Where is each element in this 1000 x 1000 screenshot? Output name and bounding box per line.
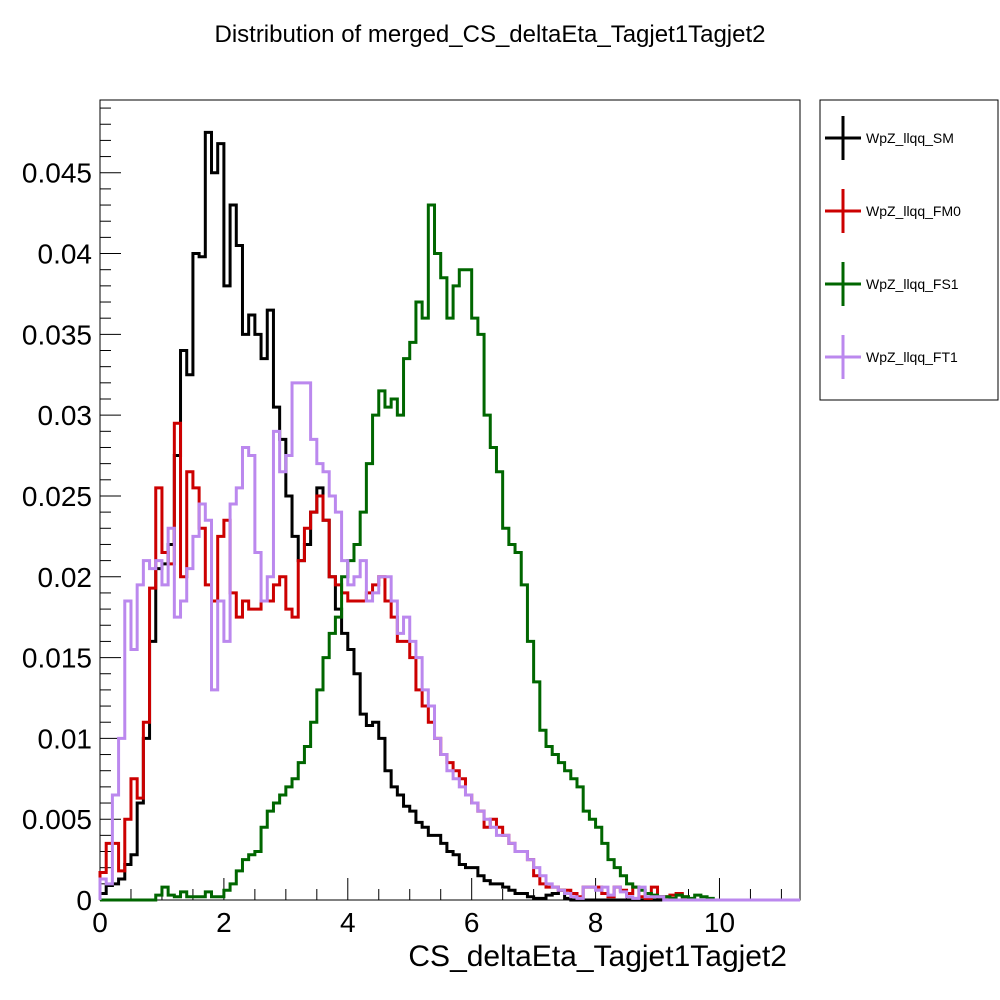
series-layer: [98, 130, 800, 902]
x-tick-label: 8: [588, 907, 604, 938]
y-tick-label: 0.025: [22, 481, 92, 512]
y-tick-label: 0.005: [22, 804, 92, 835]
y-tick-label: 0.02: [38, 562, 93, 593]
series-line-wpz-llqq-sm: [98, 130, 800, 902]
x-tick-label: 6: [464, 907, 480, 938]
legend-entry: WpZ_llqq_FT1: [825, 335, 958, 379]
y-tick-label: 0.015: [22, 643, 92, 674]
plot-frame: [99, 99, 801, 901]
legend-label: WpZ_llqq_FT1: [866, 349, 958, 365]
y-tick-label: 0.035: [22, 319, 92, 350]
y-tick-label: 0.045: [22, 158, 92, 189]
series-line-wpz-llqq-fs1: [100, 203, 800, 902]
x-tick-label: 2: [216, 907, 232, 938]
y-tick-label: 0.04: [38, 239, 93, 270]
y-tick-label: 0.03: [38, 400, 93, 431]
legend: WpZ_llqq_SM WpZ_llqq_FM0 WpZ_llqq_FS1 WpZ_l…: [819, 99, 999, 401]
x-tick-label: 4: [340, 907, 356, 938]
y-tick-label: 0.01: [38, 723, 93, 754]
legend-entry: WpZ_llqq_FM0: [825, 189, 961, 233]
x-axis-title: CS_deltaEta_Tagjet1Tagjet2: [408, 940, 787, 973]
y-tick-label: 0: [76, 885, 92, 916]
legend-label: WpZ_llqq_SM: [866, 130, 954, 146]
series-line-wpz-llqq-ft1: [98, 381, 800, 902]
x-tick-label: 0: [92, 907, 108, 938]
legend-entry: WpZ_llqq_FS1: [825, 262, 959, 306]
legend-entries: WpZ_llqq_SM WpZ_llqq_FM0 WpZ_llqq_FS1 WpZ_l…: [825, 116, 961, 379]
tick-labels: 0 2 4 6 8 10 0 0.005 0.01 0.015 0.02 0.025 0.03 0.035…: [22, 158, 735, 938]
chart-title: Distribution of merged_CS_deltaEta_Tagje…: [214, 21, 765, 48]
legend-label: WpZ_llqq_FM0: [866, 203, 961, 219]
x-tick-label: 10: [704, 907, 735, 938]
legend-label: WpZ_llqq_FS1: [866, 276, 959, 292]
legend-entry: WpZ_llqq_SM: [825, 116, 954, 160]
legend-frame: [819, 99, 999, 401]
